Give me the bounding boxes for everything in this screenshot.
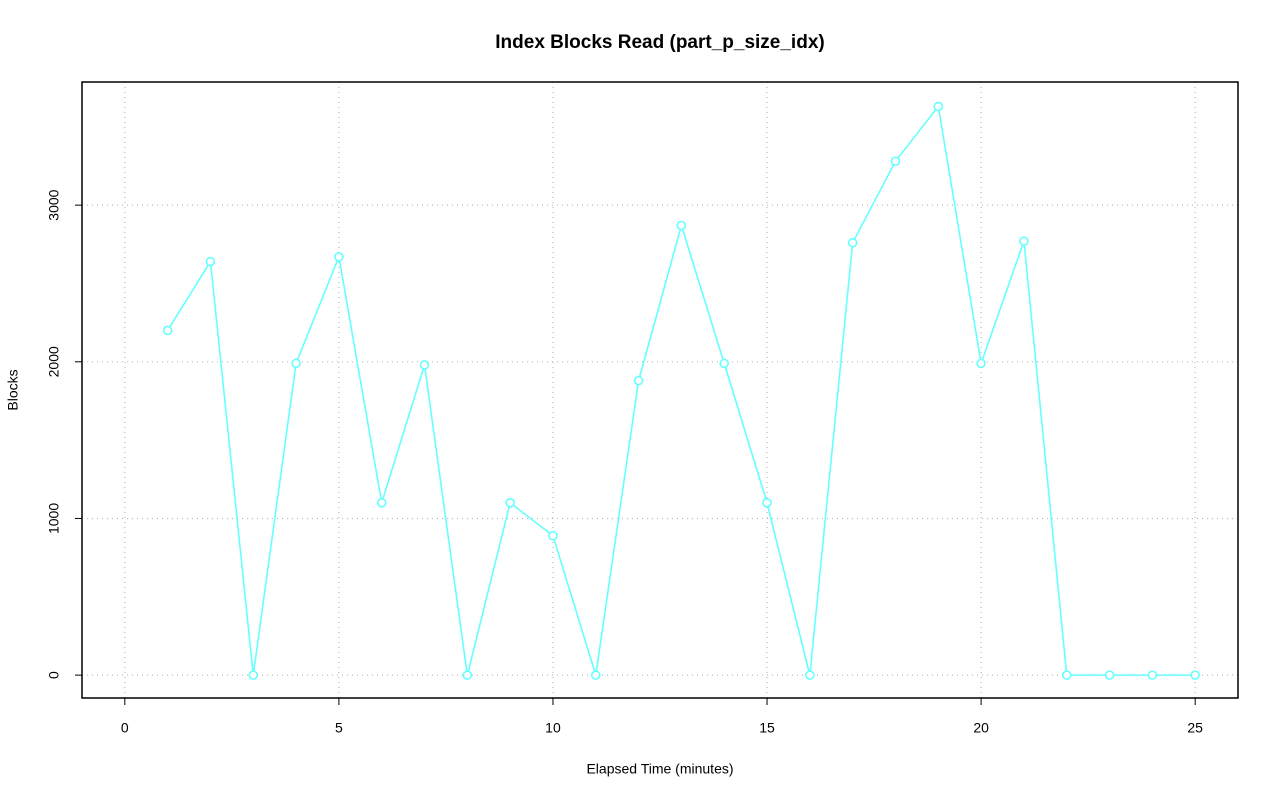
y-tick-label: 1000 [46,503,62,534]
data-point [1061,670,1072,680]
data-point [976,358,986,369]
data-point [1190,670,1200,680]
data-point [248,670,259,680]
data-point [505,497,515,508]
data-point [291,358,301,369]
y-tick-label: 0 [46,671,62,679]
data-point [890,156,901,167]
series-line [166,104,1196,676]
y-axis-label: Blocks [5,369,21,410]
y-tick-label: 3000 [46,189,62,220]
data-point [676,220,687,231]
chart-title: Index Blocks Read (part_p_size_idx) [495,32,824,53]
data-point [548,530,558,541]
data-point [762,497,772,508]
x-tick-label: 5 [335,720,343,736]
data-point [1104,670,1115,680]
data-point [590,670,601,680]
x-tick-label: 10 [545,720,561,736]
data-point [462,670,473,680]
x-tick-label: 20 [973,720,989,736]
data-point [162,325,173,336]
data-point [1019,236,1029,246]
data-point [633,375,644,386]
data-point [719,358,730,369]
data-point [205,256,216,267]
x-tick-label: 25 [1187,720,1203,736]
y-tick-label: 2000 [46,346,62,377]
data-point [334,252,344,262]
x-axis-label: Elapsed Time (minutes) [586,761,733,777]
data-point [419,360,430,370]
data-point [376,497,387,508]
data-point [847,237,858,248]
data-point [1147,670,1158,680]
x-tick-label: 0 [121,720,129,736]
data-point [933,101,944,112]
plot-frame [81,81,1239,699]
data-point [805,670,815,680]
x-tick-label: 15 [759,720,775,736]
